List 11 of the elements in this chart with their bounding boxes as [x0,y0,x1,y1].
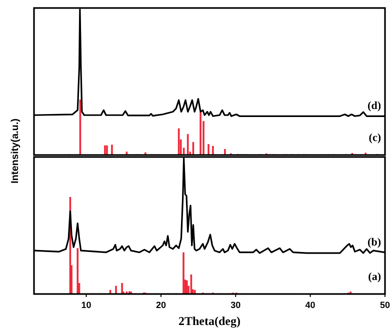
x-tick-label: 20 [156,300,166,310]
x-tick-label: 50 [380,300,390,310]
x-tick-label: 30 [230,300,241,310]
x-tick-label: 40 [305,300,316,310]
series-label: (b) [368,236,382,248]
x-axis-title: 2Theta(deg) [178,314,240,328]
series-label: (d) [368,100,382,112]
series-label: (a) [368,271,382,283]
series-label: (c) [368,132,382,144]
x-tick-label: 10 [81,300,92,310]
y-axis-title: Intensity(a.u.) [10,118,21,184]
